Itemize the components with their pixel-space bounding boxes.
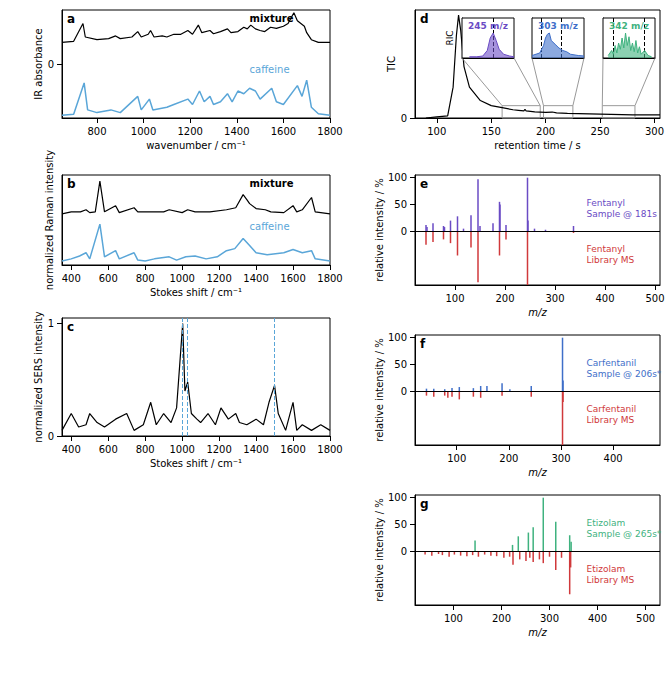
svg-text:f: f (420, 337, 426, 351)
svg-text:100: 100 (447, 453, 466, 464)
svg-text:600: 600 (99, 444, 118, 455)
svg-text:0: 0 (401, 546, 407, 557)
svg-text:Sample @ 181s: Sample @ 181s (587, 209, 658, 219)
svg-text:500: 500 (636, 613, 655, 624)
svg-text:Carfentanil: Carfentanil (587, 358, 637, 368)
svg-text:1800: 1800 (317, 273, 342, 284)
svg-text:b: b (67, 177, 76, 191)
svg-text:100: 100 (427, 126, 446, 137)
svg-text:1400: 1400 (224, 126, 249, 137)
svg-text:IR absorbance: IR absorbance (33, 28, 44, 99)
svg-text:600: 600 (99, 273, 118, 284)
svg-text:300: 300 (551, 453, 570, 464)
svg-text:245 m/z: 245 m/z (468, 21, 508, 31)
svg-text:400: 400 (62, 444, 81, 455)
svg-text:RIC: RIC (445, 30, 455, 45)
svg-text:1800: 1800 (317, 126, 342, 137)
svg-text:normalized SERS intensity: normalized SERS intensity (33, 311, 44, 442)
svg-text:100: 100 (444, 613, 463, 624)
svg-text:relative intensity / %: relative intensity / % (374, 178, 385, 281)
svg-text:Carfentanil: Carfentanil (587, 404, 637, 414)
svg-text:0: 0 (48, 431, 54, 442)
svg-text:100: 100 (388, 492, 407, 503)
svg-text:100: 100 (388, 172, 407, 183)
svg-text:relative intensity / %: relative intensity / % (374, 498, 385, 601)
svg-text:wavenumber / cm⁻¹: wavenumber / cm⁻¹ (146, 140, 246, 151)
svg-text:400: 400 (588, 613, 607, 624)
svg-text:0: 0 (401, 113, 407, 124)
svg-text:400: 400 (62, 273, 81, 284)
svg-text:400: 400 (595, 293, 614, 304)
svg-text:relative intensity / %: relative intensity / % (374, 338, 385, 441)
svg-text:mixture: mixture (250, 13, 294, 24)
svg-text:300: 300 (545, 293, 564, 304)
svg-text:1200: 1200 (177, 126, 202, 137)
svg-text:200: 200 (499, 453, 518, 464)
svg-text:caffeine: caffeine (250, 64, 290, 75)
svg-text:m/z: m/z (528, 307, 547, 318)
svg-text:1400: 1400 (243, 444, 268, 455)
svg-text:Library MS: Library MS (587, 255, 635, 265)
svg-text:1400: 1400 (243, 273, 268, 284)
svg-text:1600: 1600 (271, 126, 296, 137)
svg-text:Stokes shift / cm⁻¹: Stokes shift / cm⁻¹ (150, 458, 242, 469)
svg-text:200: 200 (495, 293, 514, 304)
svg-text:1: 1 (48, 318, 54, 329)
svg-text:250: 250 (591, 126, 610, 137)
svg-text:caffeine: caffeine (250, 221, 290, 232)
svg-text:150: 150 (482, 126, 501, 137)
svg-text:303 m/z: 303 m/z (538, 21, 578, 31)
svg-text:normalized Raman intensity: normalized Raman intensity (44, 150, 55, 290)
svg-text:1000: 1000 (169, 273, 194, 284)
svg-text:1600: 1600 (280, 273, 305, 284)
svg-text:50: 50 (394, 359, 407, 370)
svg-text:0: 0 (48, 59, 54, 70)
svg-text:a: a (67, 12, 75, 26)
svg-text:100: 100 (445, 293, 464, 304)
svg-text:e: e (420, 177, 428, 191)
svg-text:800: 800 (87, 126, 106, 137)
svg-text:Etizolam: Etizolam (587, 564, 626, 574)
svg-text:Sample @ 206s*: Sample @ 206s* (587, 369, 662, 379)
svg-text:1800: 1800 (317, 444, 342, 455)
svg-text:400: 400 (604, 453, 623, 464)
svg-text:m/z: m/z (528, 467, 547, 478)
svg-text:1200: 1200 (206, 444, 231, 455)
svg-text:100: 100 (388, 332, 407, 343)
svg-text:0: 0 (401, 386, 407, 397)
svg-text:300: 300 (540, 613, 559, 624)
svg-text:TIC: TIC (386, 56, 397, 73)
svg-text:m/z: m/z (528, 627, 547, 638)
svg-text:Sample @ 265s*: Sample @ 265s* (587, 529, 662, 539)
svg-text:0: 0 (401, 226, 407, 237)
svg-text:200: 200 (536, 126, 555, 137)
svg-text:342 m/z: 342 m/z (609, 21, 649, 31)
svg-text:800: 800 (136, 444, 155, 455)
svg-text:1200: 1200 (206, 273, 231, 284)
svg-text:300: 300 (645, 126, 664, 137)
svg-text:d: d (420, 12, 429, 26)
svg-text:500: 500 (645, 293, 664, 304)
svg-text:1600: 1600 (280, 444, 305, 455)
svg-text:retention time / s: retention time / s (494, 140, 580, 151)
svg-text:Stokes shift / cm⁻¹: Stokes shift / cm⁻¹ (150, 287, 242, 298)
svg-text:Fentanyl: Fentanyl (587, 244, 626, 254)
svg-text:mixture: mixture (250, 178, 294, 189)
svg-text:c: c (67, 320, 74, 334)
svg-text:800: 800 (136, 273, 155, 284)
svg-text:50: 50 (394, 199, 407, 210)
svg-text:1000: 1000 (131, 126, 156, 137)
svg-text:Library MS: Library MS (587, 575, 635, 585)
svg-text:200: 200 (492, 613, 511, 624)
svg-text:Etizolam: Etizolam (587, 518, 626, 528)
svg-text:Fentanyl: Fentanyl (587, 198, 626, 208)
svg-text:1000: 1000 (169, 444, 194, 455)
svg-text:50: 50 (394, 519, 407, 530)
svg-text:g: g (420, 497, 429, 511)
svg-text:Library MS: Library MS (587, 415, 635, 425)
